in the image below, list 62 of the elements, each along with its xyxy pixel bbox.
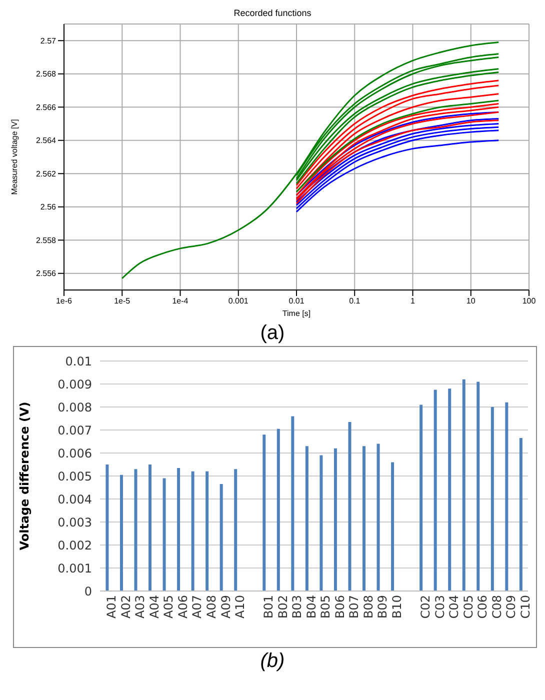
y-tick-label: 0.01 — [65, 354, 92, 368]
x-tick-label: B07 — [347, 595, 362, 619]
y-tick-label: 2.556 — [36, 269, 57, 278]
x-tick-label: 1e-6 — [56, 296, 73, 306]
x-tick-label: 0.001 — [228, 296, 249, 306]
y-tick-label: 2.564 — [36, 136, 57, 146]
y-tick-label: 0.005 — [58, 469, 92, 484]
y-tick-label: 0.006 — [58, 446, 92, 460]
x-tick-label: 1e-4 — [172, 296, 189, 306]
x-tick-label: C04 — [447, 595, 462, 619]
x-tick-label: B02 — [276, 595, 290, 619]
x-tick-label: 1 — [410, 296, 416, 306]
y-tick-label: 2.57 — [40, 36, 57, 46]
x-tick-label: 100 — [522, 296, 536, 306]
x-tick-label: B10 — [390, 595, 404, 619]
y-axis-title: Measured voltage [V] — [10, 119, 19, 195]
x-tick-label: A07 — [190, 595, 204, 618]
x-tick-label: A06 — [176, 595, 190, 618]
x-tick-label: B04 — [304, 595, 318, 619]
x-tick-label: B01 — [262, 595, 276, 619]
y-tick-label: 0.003 — [58, 515, 92, 530]
x-tick-label: B05 — [318, 595, 333, 619]
y-tick-label: 2.566 — [36, 102, 57, 112]
text: (b) — [259, 649, 286, 674]
y-tick-label: 2.568 — [36, 70, 57, 79]
x-tick-label: C06 — [476, 595, 490, 619]
x-tick-label: 0.1 — [349, 296, 361, 306]
y-tick-label: 0.001 — [58, 561, 92, 576]
x-tick-label: C05 — [461, 595, 476, 619]
x-tick-label: A04 — [147, 595, 162, 618]
x-tick-label: A02 — [118, 595, 133, 618]
x-tick-label: C09 — [504, 595, 518, 619]
y-tick-label: 0.002 — [58, 538, 92, 552]
x-tick-label: A09 — [218, 595, 233, 618]
y-tick-label: 2.562 — [36, 169, 57, 178]
text: (a) — [259, 321, 286, 346]
x-tick-label: B08 — [361, 595, 376, 619]
y-tick-label: 0.009 — [58, 377, 92, 392]
x-tick-label: C10 — [518, 595, 532, 619]
x-tick-label: B03 — [290, 595, 304, 619]
y-tick-label: 2.558 — [36, 236, 57, 245]
y-tick-label: 0.007 — [58, 423, 92, 438]
x-axis-title: Time [s] — [282, 309, 311, 318]
y-tick-label: 0.004 — [58, 492, 92, 506]
x-tick-label: C02 — [418, 595, 433, 619]
y-tick-label: 2.56 — [40, 202, 57, 212]
x-tick-label: A05 — [162, 595, 176, 618]
y-axis-title: Voltage difference (V) — [17, 402, 32, 550]
x-tick-label: A10 — [233, 595, 248, 618]
y-tick-label: 0 — [84, 584, 92, 598]
x-tick-label: C03 — [432, 595, 447, 619]
x-tick-label: A08 — [204, 595, 219, 618]
x-tick-label: A01 — [104, 595, 119, 618]
x-tick-label: B06 — [332, 595, 347, 619]
x-tick-label: A03 — [133, 595, 148, 618]
y-tick-label: 0.008 — [58, 400, 92, 414]
x-tick-label: 10 — [466, 296, 476, 306]
x-tick-label: 1e-5 — [114, 296, 131, 306]
x-tick-label: C08 — [490, 595, 504, 619]
chart-title: Recorded functions — [232, 8, 312, 20]
x-tick-label: B09 — [376, 595, 390, 619]
x-tick-label: 0.01 — [288, 296, 305, 306]
